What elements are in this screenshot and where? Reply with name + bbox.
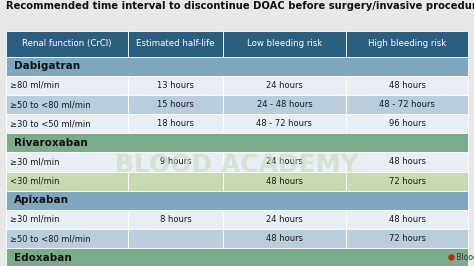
Text: 48 - 72 hours: 48 - 72 hours <box>379 100 435 109</box>
Text: ≥30 to <50 ml/min: ≥30 to <50 ml/min <box>10 119 91 128</box>
Text: 9 hours: 9 hours <box>160 157 191 167</box>
Bar <box>6 152 128 172</box>
Bar <box>6 95 128 114</box>
Text: 8 hours: 8 hours <box>160 215 191 224</box>
Text: Rivaroxaban: Rivaroxaban <box>14 138 88 148</box>
Text: 24 hours: 24 hours <box>266 157 303 167</box>
Text: 72 hours: 72 hours <box>389 234 426 243</box>
Text: Dabigatran: Dabigatran <box>14 61 81 71</box>
Text: 24 - 48 hours: 24 - 48 hours <box>256 100 312 109</box>
Bar <box>128 95 223 114</box>
Bar <box>128 31 223 57</box>
Bar <box>346 210 468 229</box>
Text: Low bleeding risk: Low bleeding risk <box>247 39 322 48</box>
Text: 48 hours: 48 hours <box>266 234 303 243</box>
Text: <30 ml/min: <30 ml/min <box>10 177 60 186</box>
Bar <box>128 210 223 229</box>
Text: ≥30 ml/min: ≥30 ml/min <box>10 157 60 167</box>
Bar <box>223 31 346 57</box>
Text: Blood Academy: Blood Academy <box>454 253 474 262</box>
Bar <box>346 229 468 248</box>
Bar <box>346 31 468 57</box>
Text: ≥30 ml/min: ≥30 ml/min <box>10 215 60 224</box>
Text: 96 hours: 96 hours <box>389 119 426 128</box>
Bar <box>6 76 128 95</box>
Bar <box>223 152 346 172</box>
Text: 48 hours: 48 hours <box>389 157 426 167</box>
Bar <box>6 172 128 191</box>
Text: ≥80 ml/min: ≥80 ml/min <box>10 81 60 90</box>
Bar <box>223 114 346 133</box>
Bar <box>6 114 128 133</box>
Bar <box>346 172 468 191</box>
Bar <box>346 76 468 95</box>
Text: 24 hours: 24 hours <box>266 215 303 224</box>
Text: Renal function (CrCl): Renal function (CrCl) <box>22 39 112 48</box>
Bar <box>6 229 128 248</box>
Bar <box>6 133 468 152</box>
Bar <box>6 210 128 229</box>
Bar <box>6 31 128 57</box>
Bar <box>223 76 346 95</box>
Text: High bleeding risk: High bleeding risk <box>368 39 446 48</box>
Text: 48 hours: 48 hours <box>389 215 426 224</box>
Bar <box>223 95 346 114</box>
Text: Apixaban: Apixaban <box>14 195 69 205</box>
Bar <box>6 191 468 210</box>
Bar <box>346 152 468 172</box>
Text: Edoxaban: Edoxaban <box>14 253 72 263</box>
Bar <box>128 172 223 191</box>
Text: Recommended time interval to discontinue DOAC before surgery/invasive procedure: Recommended time interval to discontinue… <box>6 1 474 11</box>
Bar <box>6 57 468 76</box>
Bar <box>128 229 223 248</box>
Bar <box>6 248 468 266</box>
Text: 48 - 72 hours: 48 - 72 hours <box>256 119 312 128</box>
Bar <box>223 172 346 191</box>
Bar <box>128 76 223 95</box>
Text: 13 hours: 13 hours <box>157 81 194 90</box>
Text: 15 hours: 15 hours <box>157 100 194 109</box>
Text: 18 hours: 18 hours <box>157 119 194 128</box>
Text: 72 hours: 72 hours <box>389 177 426 186</box>
Bar <box>346 114 468 133</box>
Bar <box>346 95 468 114</box>
Text: Estimated half-life: Estimated half-life <box>137 39 215 48</box>
Text: BLOOD ACADEMY: BLOOD ACADEMY <box>115 153 359 177</box>
Text: 24 hours: 24 hours <box>266 81 303 90</box>
Bar <box>223 210 346 229</box>
Text: ≥50 to <80 ml/min: ≥50 to <80 ml/min <box>10 234 91 243</box>
Text: 48 hours: 48 hours <box>389 81 426 90</box>
Text: 48 hours: 48 hours <box>266 177 303 186</box>
Bar <box>128 114 223 133</box>
Text: ≥50 to <80 ml/min: ≥50 to <80 ml/min <box>10 100 91 109</box>
Bar <box>128 152 223 172</box>
Bar <box>223 229 346 248</box>
